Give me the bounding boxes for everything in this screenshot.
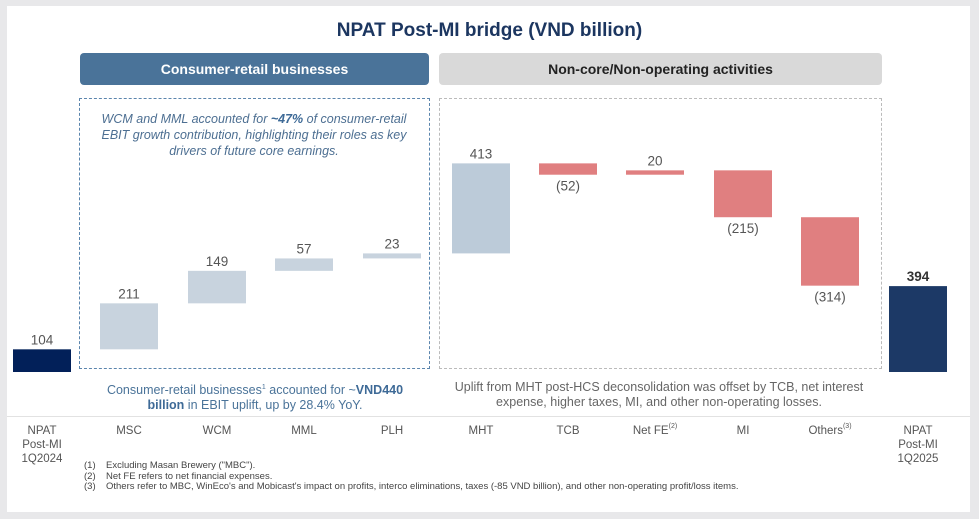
non-core-summary: Uplift from MHT post-HCS deconsolidation… bbox=[454, 380, 864, 409]
value-label: 20 bbox=[647, 153, 662, 168]
category-label: MSC bbox=[116, 425, 142, 437]
bar-net-fe bbox=[626, 170, 684, 175]
value-label: (215) bbox=[727, 221, 759, 236]
consumer-retail-group-box bbox=[79, 98, 430, 369]
non-core-group-box bbox=[439, 98, 882, 369]
summary-bold: billion bbox=[147, 398, 185, 413]
callout-text: WCM and MML accounted for ~47% of consum… bbox=[86, 111, 422, 159]
category-label: MHT bbox=[469, 425, 494, 437]
category-label: 1Q2024 bbox=[22, 453, 64, 465]
footnote-number: (2) bbox=[84, 470, 96, 482]
footnote-text: Net FE refers to net financial expenses. bbox=[106, 470, 273, 482]
bar-mml bbox=[275, 258, 333, 271]
category-label: WCM bbox=[203, 425, 232, 437]
section-header-consumer-retail: Consumer-retail businesses bbox=[80, 53, 429, 85]
category-label: MML bbox=[291, 425, 317, 437]
footnote-ref: (2) bbox=[669, 423, 678, 430]
category-label: NPAT bbox=[28, 425, 57, 437]
footnote: (3) Others refer to MBC, WinEco's and Mob… bbox=[84, 481, 884, 493]
callout-prefix: WCM and MML accounted for bbox=[101, 112, 271, 126]
consumer-retail-summary: Consumer-retail businesses1 accounted fo… bbox=[80, 380, 430, 413]
footnote: (1) Excluding Masan Brewery ("MBC"). bbox=[84, 460, 884, 472]
footnote-number: (1) bbox=[84, 460, 96, 471]
summary-text: Consumer-retail businesses bbox=[106, 383, 262, 398]
bar-mht bbox=[452, 163, 510, 254]
category-label: Post-MI bbox=[22, 439, 62, 451]
category-label: MI bbox=[737, 425, 750, 437]
footnotes: (1) Excluding Masan Brewery ("MBC"). (2) N… bbox=[84, 460, 884, 493]
value-label: (314) bbox=[814, 290, 846, 305]
footnote-ref: (3) bbox=[843, 423, 852, 430]
value-label: 394 bbox=[907, 269, 930, 284]
bar-tcb bbox=[539, 163, 597, 175]
category-label: PLH bbox=[381, 425, 403, 437]
footnote-text: Others refer to MBC, WinEco's and Mobica… bbox=[106, 481, 739, 492]
category-label: Others(3) bbox=[808, 423, 851, 437]
callout-bold: ~47% bbox=[270, 112, 304, 126]
category-label: NPAT bbox=[904, 425, 933, 437]
bar-npat-post-mi-1q2024 bbox=[13, 349, 71, 372]
value-label: (52) bbox=[556, 179, 580, 194]
footnote-text: Excluding Masan Brewery ("MBC"). bbox=[106, 460, 256, 471]
category-label: Net FE(2) bbox=[633, 423, 677, 437]
summary-text: in EBIT uplift, up by 28.4% YoY. bbox=[184, 398, 363, 413]
footnote-number: (3) bbox=[84, 481, 96, 492]
category-label: TCB bbox=[557, 425, 580, 437]
category-labels-layer: NPAT Post-MI 1Q2024 MSC WCM MML PLH MHT TCB Net F… bbox=[22, 423, 939, 465]
bar-wcm bbox=[188, 270, 246, 304]
value-labels-layer: 104 211 149 57 23 413 (52) 20 (215) (314) 394 bbox=[31, 146, 930, 347]
category-label: 1Q2025 bbox=[898, 453, 939, 465]
bar-others bbox=[801, 217, 859, 286]
bar-plh bbox=[363, 253, 421, 259]
footnote-ref: 1 bbox=[261, 384, 266, 391]
chart-title: NPAT Post-MI bridge (VND billion) bbox=[336, 20, 643, 41]
bar-mi bbox=[714, 170, 772, 218]
bar-msc bbox=[100, 303, 158, 350]
bar-npat-post-mi-1q2025 bbox=[889, 286, 947, 372]
summary-bold: VND440 bbox=[355, 383, 404, 398]
value-label: 104 bbox=[31, 332, 54, 347]
value-label: 149 bbox=[206, 254, 229, 269]
axis-divider bbox=[7, 416, 970, 417]
value-label: 413 bbox=[470, 146, 493, 161]
value-label: 211 bbox=[118, 286, 140, 301]
footnote: (2) Net FE refers to net financial expens… bbox=[84, 470, 884, 483]
category-label: Post-MI bbox=[898, 439, 938, 451]
summary-text: accounted for ~ bbox=[265, 383, 356, 398]
bars-layer bbox=[13, 163, 947, 372]
callout-suffix: of consumer-retail EBIT growth contribut… bbox=[101, 112, 407, 158]
section-header-non-core: Non-core/Non-operating activities bbox=[439, 53, 882, 85]
value-label: 57 bbox=[296, 241, 311, 256]
value-label: 23 bbox=[384, 236, 399, 251]
